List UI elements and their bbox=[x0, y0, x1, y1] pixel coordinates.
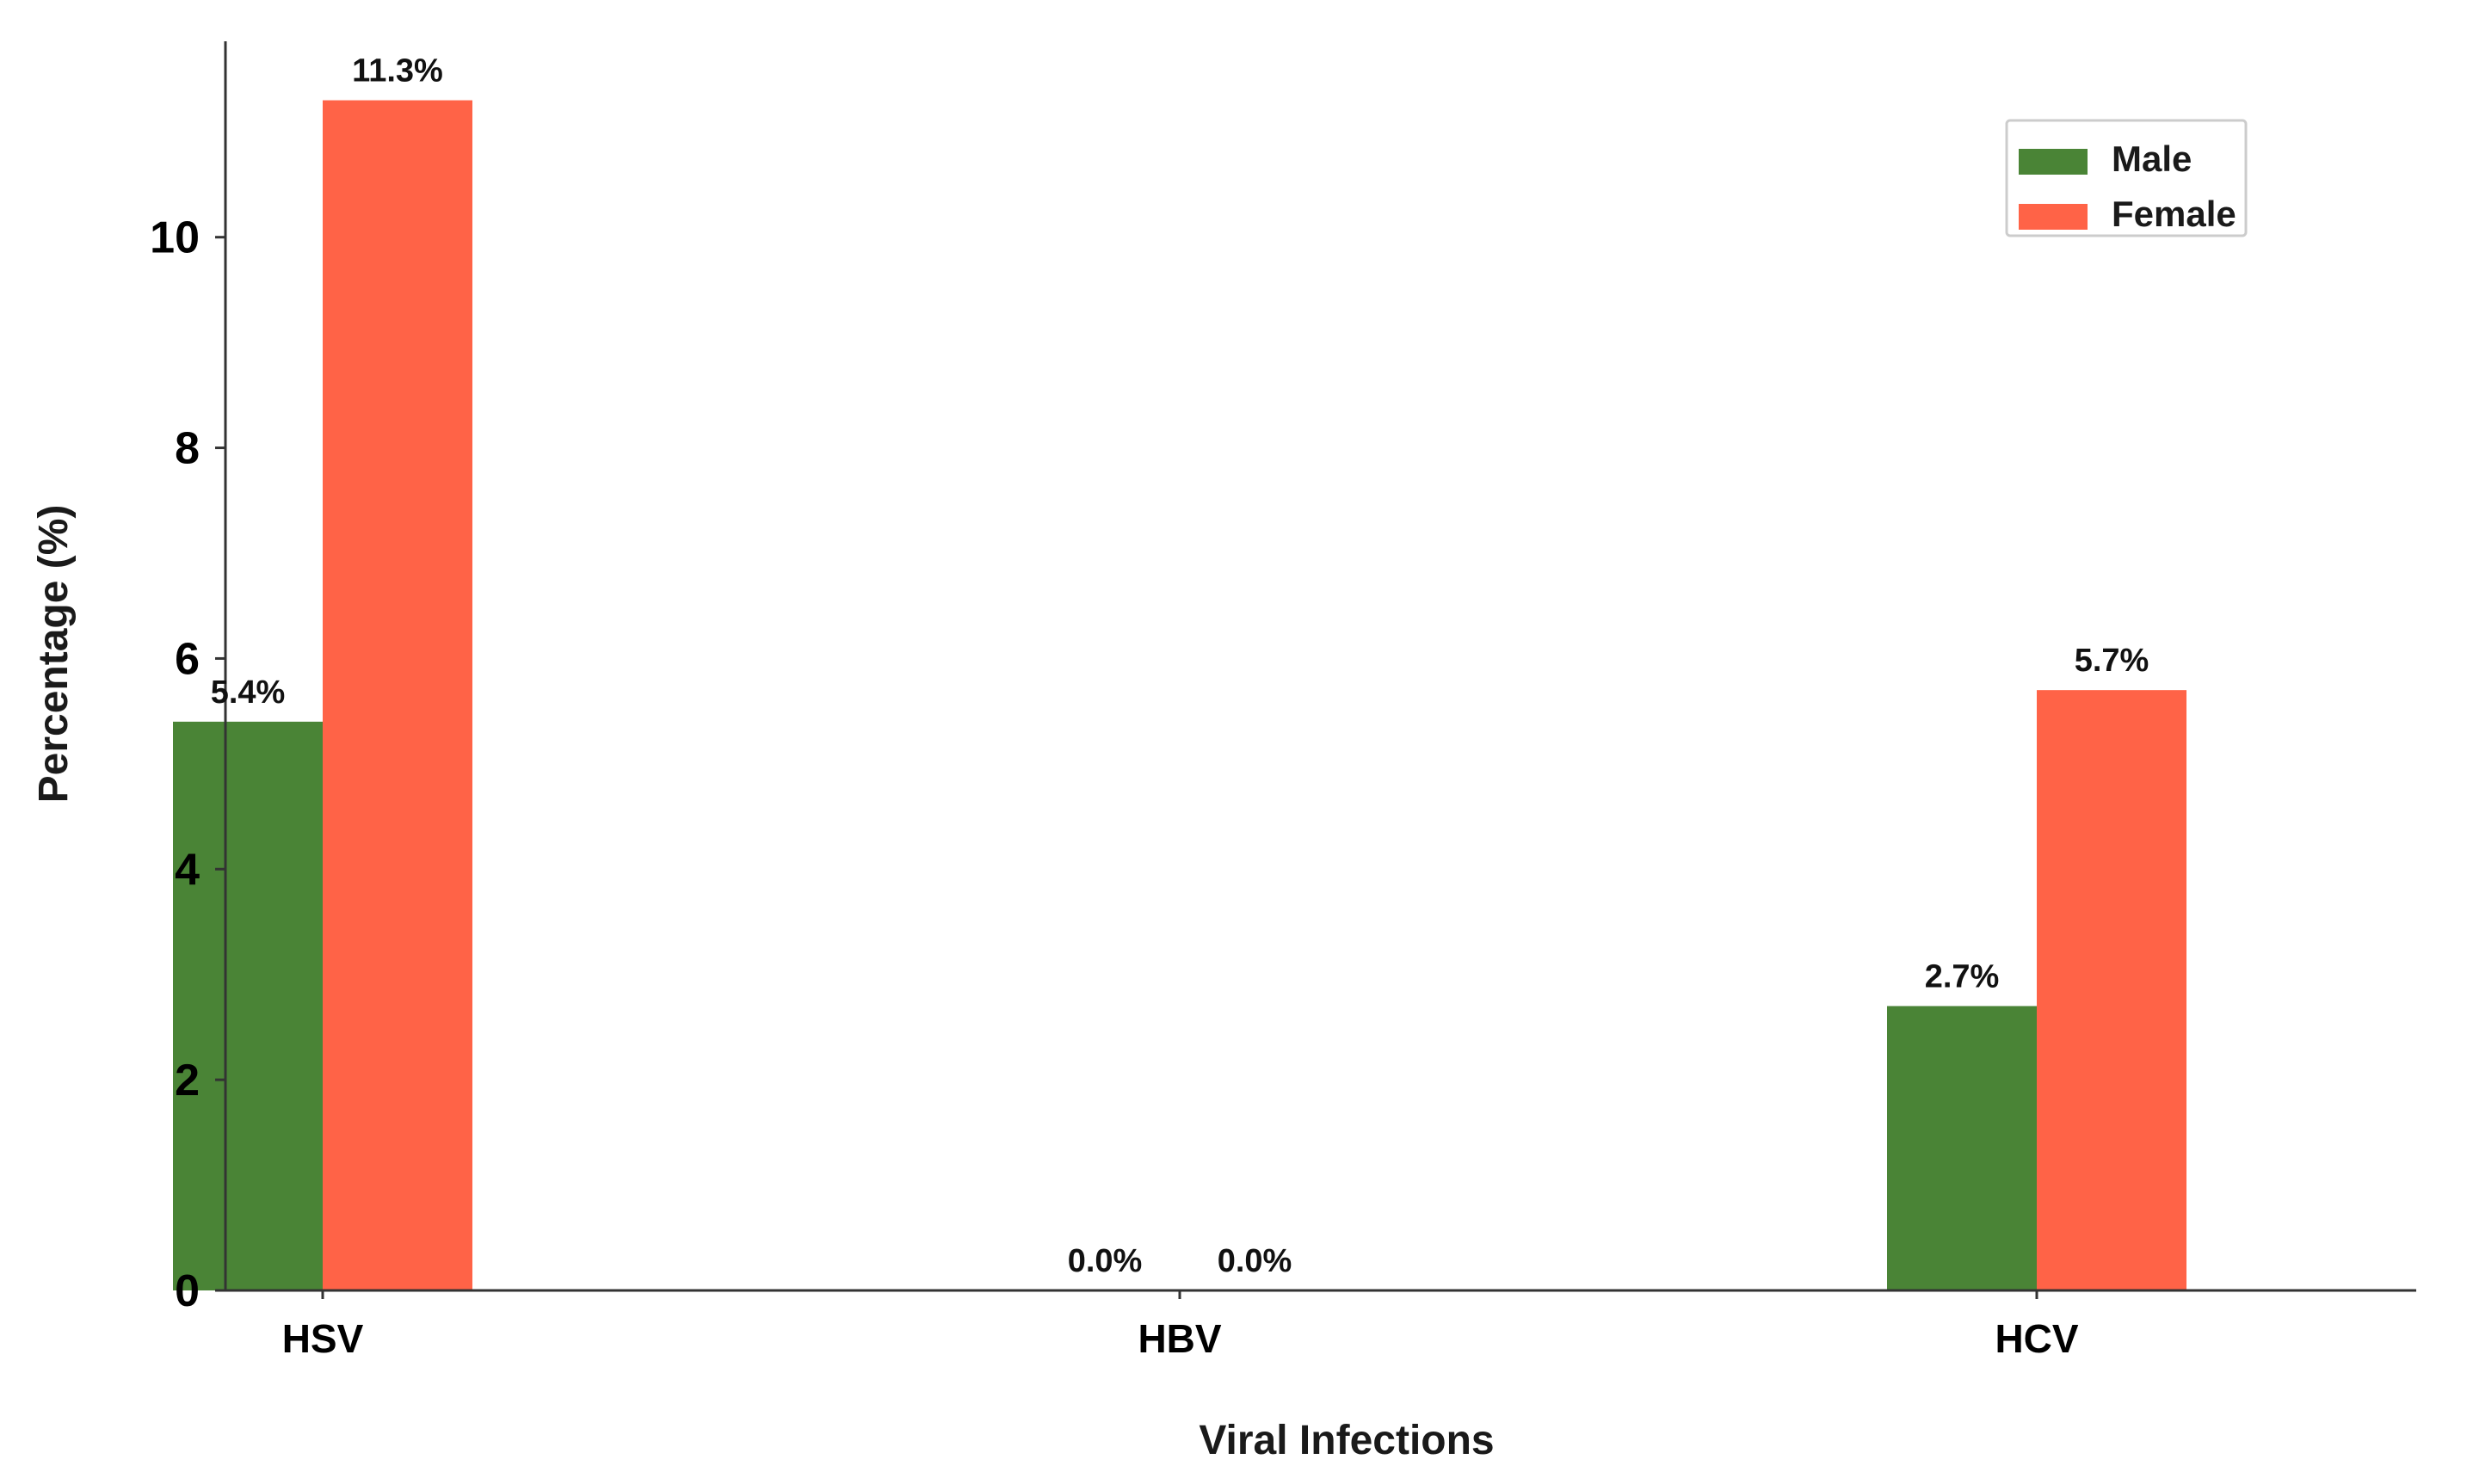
x-tick-label-hbv: HBV bbox=[1138, 1316, 1221, 1361]
x-tick-label-hcv: HCV bbox=[1995, 1316, 2078, 1361]
data-label-male-hcv: 2.7% bbox=[1925, 958, 2000, 994]
bar-male-hcv bbox=[1887, 1006, 2037, 1290]
data-label-female-hbv: 0.0% bbox=[1218, 1243, 1292, 1279]
bar-female-hcv bbox=[2037, 690, 2186, 1290]
legend-label-female: Female bbox=[2112, 194, 2236, 234]
y-tick-label-0: 0 bbox=[175, 1266, 200, 1316]
x-tick-label-hsv: HSV bbox=[282, 1316, 364, 1361]
x-axis-title: Viral Infections bbox=[1199, 1418, 1494, 1463]
legend: Male Female bbox=[2005, 119, 2248, 237]
y-tick-label-4: 4 bbox=[175, 845, 200, 895]
data-label-female-hsv: 11.3% bbox=[352, 53, 443, 89]
legend-swatch-female bbox=[2019, 204, 2088, 230]
bar-female-hsv bbox=[323, 100, 472, 1291]
bars-layer bbox=[173, 100, 2186, 1291]
legend-swatch-male bbox=[2019, 149, 2088, 175]
labels-layer: 5.4%11.3%0.0%0.0%2.7%5.7%0.0%3.8%8.1%1.9… bbox=[211, 53, 2149, 1279]
y-tick-label-6: 6 bbox=[175, 634, 200, 684]
y-axis-title: Percentage (%) bbox=[31, 505, 77, 804]
data-label-male-hsv: 5.4% bbox=[211, 674, 286, 711]
y-tick-label-10: 10 bbox=[150, 213, 200, 263]
bar-male-hsv bbox=[173, 721, 323, 1290]
y-tick-label-8: 8 bbox=[175, 424, 200, 474]
y-tick-label-2: 2 bbox=[175, 1056, 200, 1105]
axes-layer: HSVHBVHCVHZHIV0246810Viral InfectionsPer… bbox=[31, 41, 2416, 1463]
data-label-male-hbv: 0.0% bbox=[1068, 1243, 1143, 1279]
data-label-female-hcv: 5.7% bbox=[2075, 643, 2149, 679]
legend-label-male: Male bbox=[2112, 139, 2192, 179]
